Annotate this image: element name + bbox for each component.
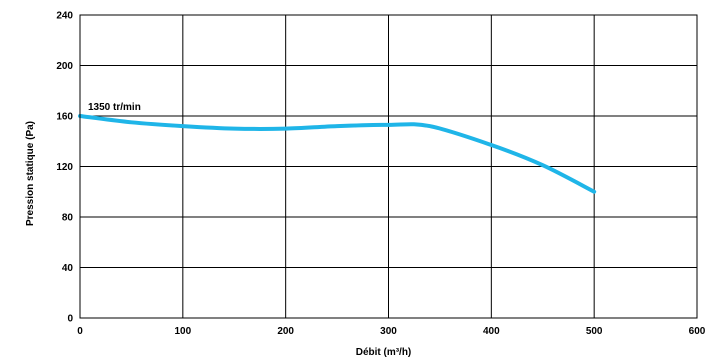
- x-tick-label: 500: [586, 326, 603, 337]
- y-tick-label: 80: [62, 213, 74, 224]
- y-axis-title: Pression statique (Pa): [25, 121, 36, 226]
- annotations: 1350 tr/min: [88, 102, 141, 113]
- grid: [79, 14, 698, 319]
- x-tick-label: 300: [380, 326, 397, 337]
- y-tick-label: 40: [62, 263, 74, 274]
- y-tick-label: 200: [56, 61, 73, 72]
- x-axis-title: Débit (m³/h): [356, 347, 412, 358]
- x-tick-label: 200: [277, 326, 294, 337]
- series-line: [78, 114, 597, 194]
- plot-area-border: [79, 14, 698, 319]
- x-axis-ticks: 0 100 200 300 400 500 600: [77, 326, 706, 337]
- y-tick-label: 0: [67, 314, 73, 325]
- x-tick-label: 0: [77, 326, 83, 337]
- y-tick-label: 160: [56, 112, 73, 123]
- y-axis-ticks: 0 40 80 120 160 200 240: [56, 11, 73, 325]
- curve-label: 1350 tr/min: [88, 102, 141, 113]
- series-layer: [78, 114, 597, 194]
- x-tick-label: 600: [689, 326, 706, 337]
- y-tick-label: 240: [56, 11, 73, 22]
- x-tick-label: 100: [174, 326, 191, 337]
- x-tick-label: 400: [483, 326, 500, 337]
- y-tick-label: 120: [56, 162, 73, 173]
